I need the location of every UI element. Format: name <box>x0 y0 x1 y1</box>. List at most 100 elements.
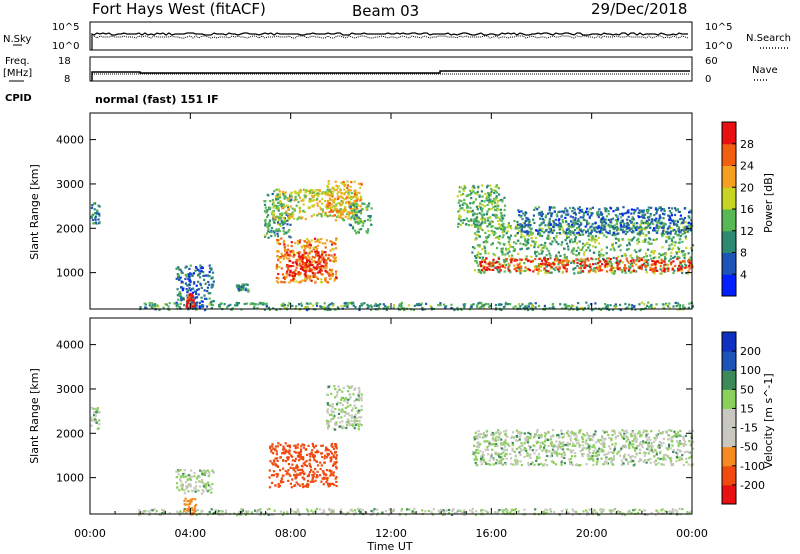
echo-point <box>369 513 372 516</box>
echo-point <box>581 230 584 233</box>
echo-point <box>481 229 484 232</box>
echo-point <box>286 444 289 447</box>
echo-point <box>328 272 331 275</box>
echo-point <box>530 255 533 258</box>
echo-point <box>638 216 641 219</box>
echo-point <box>651 219 654 222</box>
echo-point <box>558 259 562 262</box>
echo-point <box>641 263 644 267</box>
echo-point <box>324 191 327 194</box>
echo-point <box>645 271 648 274</box>
echo-point <box>647 206 650 209</box>
echo-point <box>307 254 310 257</box>
echo-point <box>632 212 636 215</box>
echo-point <box>290 196 293 199</box>
echo-point <box>201 509 204 512</box>
echo-point <box>586 213 589 216</box>
echo-point <box>367 215 370 218</box>
echo-point <box>587 271 590 274</box>
echo-point <box>499 218 502 221</box>
echo-point <box>341 196 344 199</box>
echo-point <box>303 472 306 475</box>
echo-point <box>638 227 641 230</box>
echo-point <box>331 510 334 513</box>
echo-point <box>279 224 282 228</box>
echo-point <box>573 208 576 211</box>
echo-point <box>495 260 498 263</box>
echo-point <box>647 301 650 304</box>
echo-point <box>591 511 595 514</box>
echo-point <box>515 226 518 229</box>
echo-point <box>512 306 515 309</box>
echo-point <box>298 272 302 275</box>
echo-point <box>353 208 356 211</box>
echo-point <box>621 229 624 232</box>
echo-point <box>489 184 492 187</box>
echo-point <box>282 467 285 470</box>
echo-point <box>490 187 493 191</box>
echo-point <box>499 225 503 228</box>
echo-point <box>296 443 300 446</box>
echo-point <box>610 218 613 221</box>
echo-point <box>596 214 599 217</box>
echo-point <box>558 266 561 269</box>
echo-point <box>490 454 493 457</box>
echo-point <box>215 509 218 512</box>
echo-point <box>297 271 300 274</box>
echo-point <box>201 266 204 270</box>
echo-point <box>269 206 272 209</box>
echo-point <box>308 241 311 244</box>
echo-point <box>299 457 303 460</box>
echo-point <box>504 226 507 229</box>
echo-point <box>276 459 279 462</box>
echo-point <box>520 230 523 233</box>
echo-point <box>499 269 502 272</box>
echo-point <box>234 304 237 307</box>
echo-point <box>330 413 333 416</box>
echo-point <box>612 247 615 250</box>
echo-point <box>474 461 477 464</box>
echo-point <box>485 197 488 200</box>
echo-point <box>583 266 587 269</box>
echo-point <box>621 214 624 217</box>
echo-point <box>587 234 590 237</box>
echo-point <box>267 230 270 233</box>
echo-point <box>227 304 230 307</box>
echo-point <box>517 302 521 306</box>
echo-point <box>306 237 309 241</box>
echo-point <box>330 512 333 515</box>
echo-point <box>272 200 275 204</box>
echo-point <box>514 234 517 237</box>
echo-point <box>461 207 464 210</box>
echo-point <box>653 272 656 275</box>
echo-point <box>456 306 459 309</box>
echo-point <box>353 189 356 193</box>
echo-point <box>498 193 501 196</box>
echo-point <box>267 513 270 516</box>
echo-point <box>358 210 361 214</box>
echo-point <box>287 230 290 233</box>
echo-point <box>547 231 550 234</box>
echo-point <box>307 444 310 447</box>
echo-point <box>365 205 368 209</box>
echo-point <box>560 210 563 213</box>
echo-point <box>664 453 667 456</box>
echo-point <box>575 221 578 224</box>
echo-point <box>282 257 285 260</box>
echo-point <box>208 471 211 474</box>
echo-point <box>186 508 189 511</box>
echo-point <box>611 443 614 446</box>
echo-point <box>472 214 475 217</box>
power-echo-points <box>90 180 695 312</box>
echo-point <box>478 245 481 248</box>
echo-point <box>329 460 332 463</box>
echo-point <box>540 230 543 233</box>
echo-point <box>485 195 489 198</box>
echo-point <box>293 510 296 513</box>
echo-point <box>497 216 500 219</box>
echo-point <box>619 222 622 225</box>
echo-point <box>343 426 346 429</box>
echo-point <box>621 271 624 274</box>
echo-point <box>505 232 508 235</box>
echo-point <box>317 192 320 195</box>
